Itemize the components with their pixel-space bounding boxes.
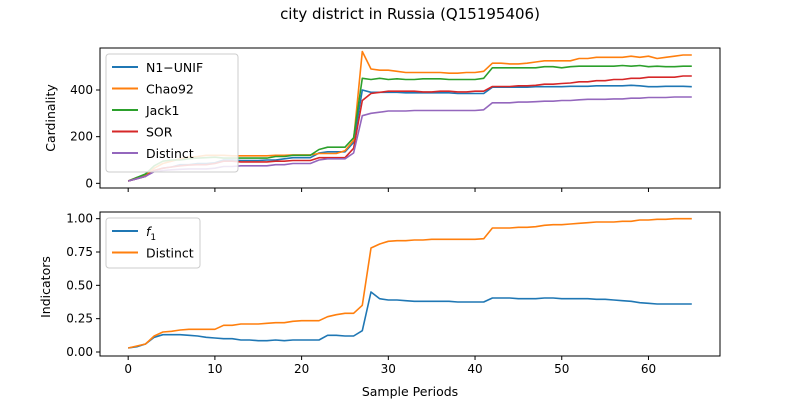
ytick-label-indicators: 1.00 [66, 212, 93, 226]
xtick-label-indicators: 0 [124, 362, 132, 376]
legend-box-indicators [105, 217, 201, 269]
legend-box-cardinality [105, 53, 239, 173]
plot-cardinality: Cardinality 0 200 400 N1−UNIF Chao92 Jack1 SOR… [43, 47, 721, 192]
legend-label-cardinality-chao92: Chao92 [146, 82, 194, 97]
legend-label-cardinality-jack1: Jack1 [145, 103, 179, 118]
xtick-label-indicators: 10 [207, 362, 222, 376]
xlabel-sample-periods: Sample Periods [362, 384, 458, 399]
legend-label-cardinality-distinct: Distinct [146, 146, 194, 161]
xtick-label-indicators: 30 [381, 362, 396, 376]
ylabel-cardinality: Cardinality [43, 84, 58, 152]
plot-indicators: Indicators Sample Periods 0 10 20 30 40 50 60 0… [38, 211, 721, 399]
legend-label-subscript: 1 [150, 233, 156, 243]
legend-label-main: f [146, 224, 152, 239]
figure-title: city district in Russia (Q15195406) [280, 5, 540, 23]
ylabel-indicators: Indicators [38, 256, 53, 318]
xtick-label-indicators: 60 [641, 362, 656, 376]
ytick-label-indicators: 0.75 [66, 245, 93, 259]
axes-frame-indicators [99, 211, 721, 357]
legend-indicators: f1 Distinct [105, 217, 201, 269]
xtick-label-indicators: 20 [294, 362, 309, 376]
legend-label-indicators-f1: f1 [146, 224, 156, 243]
series-line-indicators-distinct [128, 217, 692, 349]
legend-label-cardinality-sor: SOR [146, 125, 173, 140]
ytick-label-cardinality: 200 [70, 130, 93, 144]
legend-label-cardinality-n1-unif: N1−UNIF [146, 60, 203, 75]
ytick-label-indicators: 0.25 [66, 312, 93, 326]
axes-frame-cardinality [99, 47, 721, 189]
legend-cardinality: N1−UNIF Chao92 Jack1 SOR Distinct [105, 53, 239, 173]
ytick-label-indicators: 0.50 [66, 278, 93, 292]
legend-label-indicators-distinct: Distinct [146, 246, 194, 261]
ytick-label-indicators: 0.00 [66, 345, 93, 359]
ytick-label-cardinality: 400 [70, 83, 93, 97]
series-line-indicators-f1 [128, 291, 692, 349]
xtick-label-indicators: 50 [554, 362, 569, 376]
ytick-label-cardinality: 0 [85, 176, 93, 190]
xtick-label-indicators: 40 [467, 362, 482, 376]
